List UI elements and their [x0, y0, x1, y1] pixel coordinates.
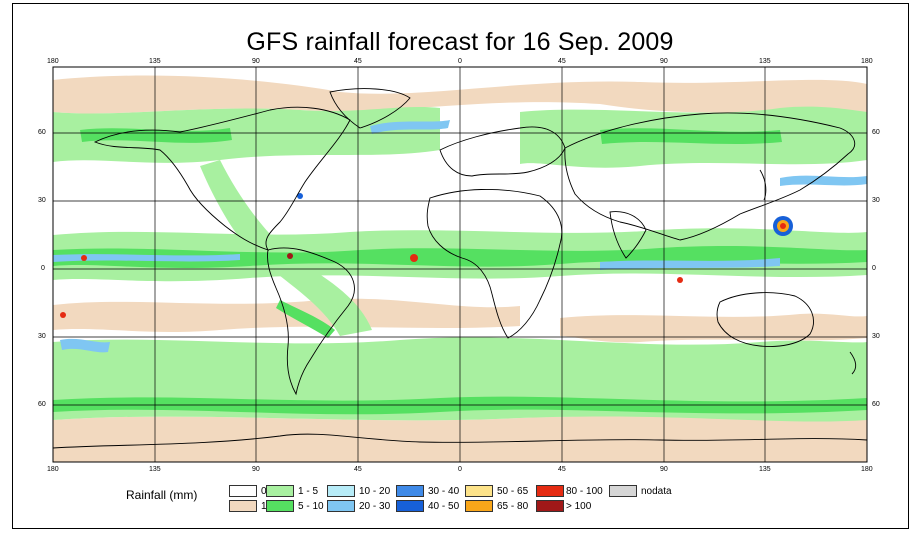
lat-label-left: 30: [38, 333, 46, 340]
europe: [439, 126, 566, 177]
lon-label-bottom: 135: [759, 466, 771, 473]
lon-label-top: 135: [149, 58, 161, 65]
antarctica: [53, 433, 867, 449]
new-zealand: [849, 351, 857, 375]
lat-label-right: 30: [872, 333, 880, 340]
lon-label-top: 180: [861, 58, 873, 65]
legend-swatch: [327, 500, 355, 512]
legend-label: 5 - 10: [298, 501, 324, 512]
legend-swatch: [536, 485, 564, 497]
lon-label-bottom: 90: [660, 466, 668, 473]
lon-label-bottom: 135: [149, 466, 161, 473]
legend-label: 40 - 50: [428, 501, 460, 512]
legend-label: 10 - 20: [359, 486, 391, 497]
greenland: [329, 88, 411, 129]
north-america: [93, 106, 351, 251]
lon-label-top: 45: [354, 58, 362, 65]
lon-label-bottom: 45: [558, 466, 566, 473]
lat-label-right: 0: [872, 265, 876, 272]
graticule: [53, 67, 867, 462]
legend-swatch: [536, 500, 564, 512]
legend-label: 0: [261, 486, 267, 497]
lon-label-top: 180: [47, 58, 59, 65]
legend-label: 1: [261, 501, 267, 512]
legend-swatch: [396, 500, 424, 512]
rain-band-20-30mm: [53, 120, 867, 353]
legend-swatch: [609, 485, 637, 497]
figure-frame: [12, 3, 909, 529]
lon-label-top: 90: [252, 58, 260, 65]
rain-heavy-spots: [60, 193, 793, 318]
legend-label: nodata: [641, 486, 672, 497]
lat-label-left: 30: [38, 197, 46, 204]
legend-label: 30 - 40: [428, 486, 460, 497]
south-america: [267, 247, 355, 396]
legend-swatch: [266, 485, 294, 497]
legend-swatch: [465, 485, 493, 497]
lon-label-bottom: 0: [458, 466, 462, 473]
legend-label: 20 - 30: [359, 501, 391, 512]
legend-label: 80 - 100: [566, 486, 603, 497]
lon-label-top: 0: [458, 58, 462, 65]
lon-label-bottom: 180: [861, 466, 873, 473]
india: [609, 211, 647, 259]
legend-swatch: [266, 500, 294, 512]
legend-swatch: [465, 500, 493, 512]
legend-title: Rainfall (mm): [126, 488, 198, 502]
lat-label-left: 0: [41, 265, 45, 272]
lon-label-top: 45: [558, 58, 566, 65]
lon-label-bottom: 180: [47, 466, 59, 473]
legend-label: 50 - 65: [497, 486, 529, 497]
lon-label-bottom: 45: [354, 466, 362, 473]
lon-label-top: 90: [660, 58, 668, 65]
lat-label-right: 30: [872, 197, 880, 204]
legend-swatch: [396, 485, 424, 497]
legend-label: 1 - 5: [298, 486, 319, 497]
australia: [716, 292, 814, 347]
legend-label: > 100: [566, 501, 592, 512]
lat-label-left: 60: [38, 129, 46, 136]
legend-swatch: [229, 500, 257, 512]
lon-label-top: 135: [759, 58, 771, 65]
lat-label-right: 60: [872, 129, 880, 136]
legend-swatch: [327, 485, 355, 497]
legend-swatch: [229, 485, 257, 497]
map-title: GFS rainfall forecast for 16 Sep. 2009: [246, 28, 674, 56]
lat-label-right: 60: [872, 401, 880, 408]
lat-label-left: 60: [38, 401, 46, 408]
lon-label-bottom: 90: [252, 466, 260, 473]
legend-label: 65 - 80: [497, 501, 529, 512]
asia: [564, 112, 856, 241]
